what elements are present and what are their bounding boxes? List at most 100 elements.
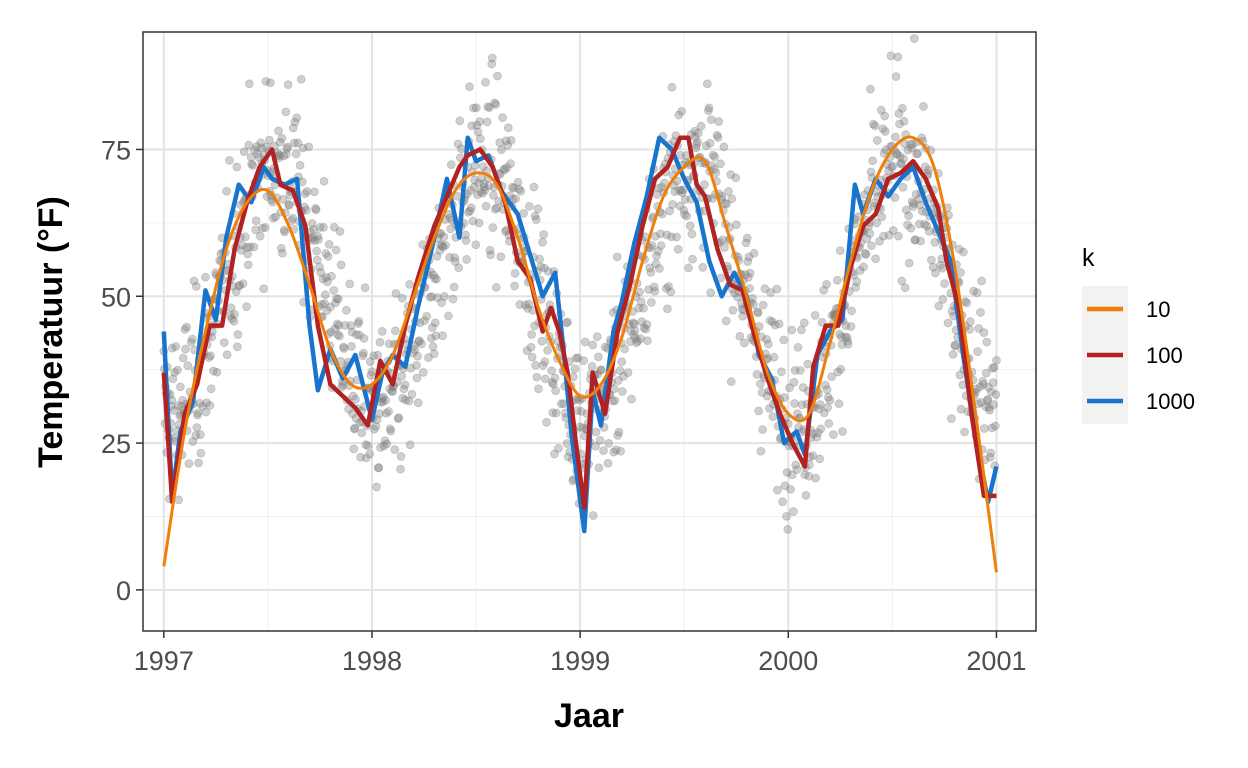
data-point xyxy=(899,116,909,126)
data-point xyxy=(782,468,792,477)
data-point xyxy=(810,310,820,320)
data-point xyxy=(646,268,656,277)
data-point xyxy=(672,232,681,242)
data-point xyxy=(540,374,550,384)
data-point xyxy=(356,452,365,462)
data-point xyxy=(498,113,507,122)
data-point xyxy=(378,392,388,402)
data-point xyxy=(815,454,825,464)
data-point xyxy=(348,391,358,401)
series-line-1000 xyxy=(161,135,999,534)
data-point xyxy=(991,390,1001,399)
data-point xyxy=(823,392,833,402)
data-point xyxy=(288,213,298,223)
data-point xyxy=(948,350,958,359)
data-point xyxy=(212,367,222,377)
data-point xyxy=(637,317,647,327)
data-point xyxy=(710,152,720,162)
data-point xyxy=(366,370,376,380)
data-point xyxy=(209,366,218,376)
data-point xyxy=(397,293,407,303)
data-point xyxy=(377,327,387,336)
data-point xyxy=(702,79,712,89)
data-point xyxy=(960,427,969,437)
data-point xyxy=(385,424,395,434)
data-point xyxy=(428,323,437,332)
data-point xyxy=(369,424,379,434)
data-point xyxy=(468,216,478,226)
data-point xyxy=(861,250,871,259)
data-point xyxy=(548,408,558,418)
data-point xyxy=(440,292,449,301)
data-point xyxy=(777,367,786,377)
data-point xyxy=(390,445,400,455)
data-point xyxy=(718,235,728,245)
data-point xyxy=(862,234,872,244)
data-point xyxy=(239,147,249,157)
x-tick-label: 2001 xyxy=(966,646,1026,676)
data-point xyxy=(344,404,353,414)
data-point xyxy=(668,199,677,209)
data-point xyxy=(811,473,821,483)
data-point xyxy=(338,380,348,390)
data-point xyxy=(731,173,741,183)
data-point xyxy=(682,211,692,221)
data-point xyxy=(493,71,502,81)
data-point xyxy=(907,143,916,153)
data-point xyxy=(741,238,751,248)
data-point xyxy=(822,279,831,289)
data-point xyxy=(596,365,606,375)
data-point xyxy=(754,406,764,416)
data-point xyxy=(962,298,972,308)
data-point xyxy=(804,471,814,481)
legend-label-1000: 1000 xyxy=(1146,389,1195,414)
data-point xyxy=(247,159,257,169)
legend-label-10: 10 xyxy=(1146,297,1170,322)
data-point xyxy=(616,446,626,456)
data-point xyxy=(827,372,837,382)
data-point xyxy=(900,283,910,293)
data-point xyxy=(930,237,940,247)
data-point xyxy=(749,248,759,258)
data-point xyxy=(420,316,429,326)
data-point xyxy=(388,387,397,397)
data-point xyxy=(511,194,521,204)
data-point xyxy=(466,185,476,195)
data-point xyxy=(893,231,903,241)
data-point xyxy=(189,276,199,286)
data-point xyxy=(724,187,733,196)
data-point xyxy=(255,231,265,241)
data-point xyxy=(789,377,799,387)
data-point xyxy=(382,439,392,449)
data-point xyxy=(222,350,232,360)
data-point xyxy=(319,176,329,186)
data-point xyxy=(842,332,852,342)
data-point xyxy=(365,449,375,459)
data-point xyxy=(278,195,288,204)
data-point xyxy=(400,380,410,390)
data-point xyxy=(987,423,997,433)
data-point xyxy=(354,316,364,326)
data-point xyxy=(191,282,201,291)
series-lines xyxy=(161,135,999,573)
data-point xyxy=(629,330,639,340)
data-point xyxy=(252,142,262,151)
data-point xyxy=(244,140,254,150)
data-point xyxy=(633,336,643,346)
data-point xyxy=(201,272,210,282)
data-point xyxy=(300,189,310,199)
data-point xyxy=(917,206,927,216)
data-point xyxy=(731,220,741,230)
data-point xyxy=(838,427,847,436)
data-point xyxy=(716,159,725,169)
data-point xyxy=(814,404,824,414)
data-point xyxy=(984,403,994,412)
data-point xyxy=(222,186,231,196)
data-point xyxy=(596,365,606,375)
data-point xyxy=(320,299,330,309)
data-point xyxy=(965,317,975,326)
data-point xyxy=(323,251,333,261)
data-point xyxy=(483,102,493,112)
data-point xyxy=(785,383,794,393)
data-point xyxy=(835,329,845,339)
